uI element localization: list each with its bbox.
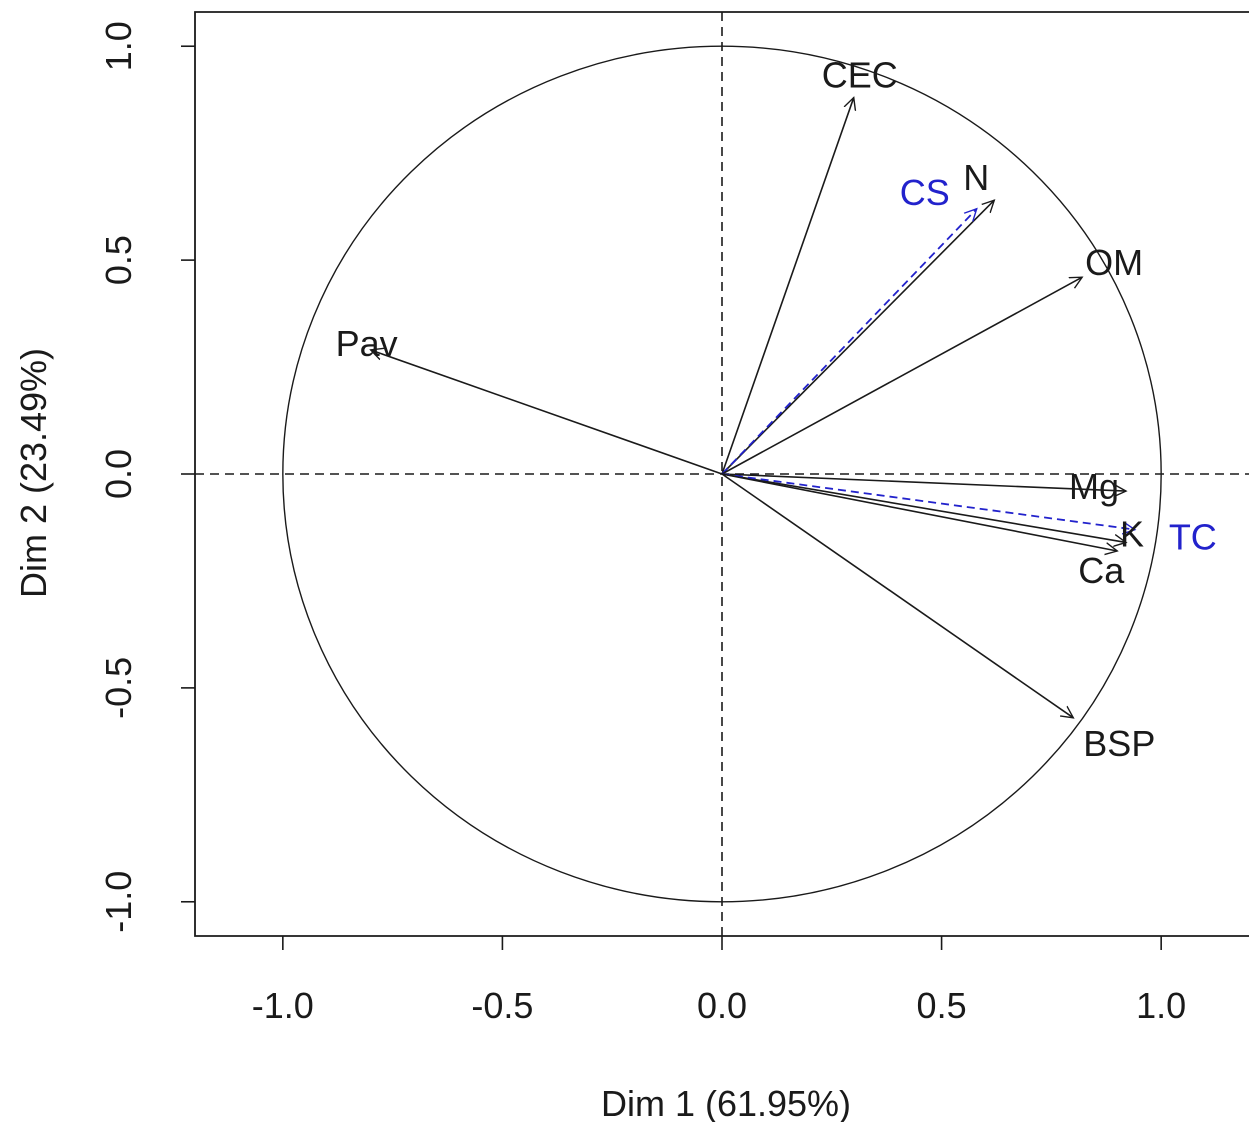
label-om: OM: [1085, 242, 1143, 283]
label-cs: CS: [900, 172, 950, 213]
x-tick-label: 0.5: [917, 985, 967, 1026]
variable-arrows-layer: [371, 98, 1135, 718]
y-tick-label: -1.0: [98, 871, 139, 933]
y-tick-label: 1.0: [98, 21, 139, 71]
label-pav: Pav: [336, 323, 398, 364]
x-tick-label: -1.0: [252, 985, 314, 1026]
label-bsp: BSP: [1083, 723, 1155, 764]
y-tick-label: -0.5: [98, 657, 139, 719]
arrow-cs: [721, 209, 977, 475]
x-axis-title: Dim 1 (61.95%): [601, 1083, 851, 1122]
y-axis-title: Dim 2 (23.49%): [13, 348, 54, 598]
label-tc: TC: [1169, 517, 1217, 558]
label-ca: Ca: [1078, 550, 1125, 591]
arrow-om: [721, 277, 1082, 475]
arrow-mg: [721, 473, 1126, 491]
label-n: N: [963, 157, 989, 198]
arrow-pav: [371, 350, 723, 475]
arrow-bsp: [721, 473, 1073, 718]
x-tick-label: 0.0: [697, 985, 747, 1026]
label-mg: Mg: [1069, 466, 1119, 507]
arrow-tc: [721, 473, 1135, 530]
y-tick-label: 0.5: [98, 235, 139, 285]
arrow-n: [721, 200, 994, 475]
x-tick-label: -0.5: [471, 985, 533, 1026]
label-k: K: [1120, 513, 1144, 554]
variable-labels-layer: CEC N CS OM Pav MgK TC Ca BSP: [336, 55, 1217, 764]
arrow-ca: [721, 473, 1117, 551]
axes-layer: -1.0 -0.5 0.0 0.5 1.0 -1.0 -0.5 0.0 0.5 1.0: [98, 11, 1249, 1026]
arrow-cec: [721, 98, 854, 475]
y-tick-label: 0.0: [98, 449, 139, 499]
label-cec: CEC: [822, 55, 898, 96]
x-tick-label: 1.0: [1136, 985, 1186, 1026]
arrow-k: [721, 473, 1126, 542]
